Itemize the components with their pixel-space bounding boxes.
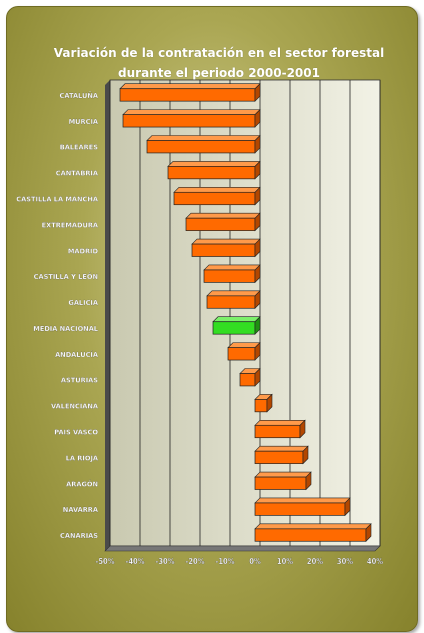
bar bbox=[167, 166, 256, 180]
category-label: EXTREMADURA bbox=[42, 221, 99, 229]
bar-end-face bbox=[344, 497, 351, 517]
x-tick-label: -40% bbox=[126, 557, 145, 566]
x-tick-label: -30% bbox=[156, 557, 175, 566]
bar bbox=[206, 295, 256, 309]
bar bbox=[212, 321, 256, 335]
bar-top-face bbox=[119, 83, 261, 90]
bar-end-face bbox=[266, 393, 273, 413]
bar bbox=[185, 217, 256, 231]
chart-title-line-1: Variación de la contratación en el secto… bbox=[53, 46, 385, 60]
bar-top-face bbox=[122, 109, 261, 115]
category-label: GALICIA bbox=[68, 299, 98, 307]
bar-end-face bbox=[302, 445, 309, 465]
bar bbox=[254, 399, 268, 413]
category-label: CANTABRIA bbox=[56, 170, 99, 178]
bar-top-face bbox=[227, 342, 261, 348]
bar-top-face bbox=[203, 264, 261, 271]
bar-end-face bbox=[254, 290, 261, 309]
category-label: CASTILLA Y LEÓN bbox=[34, 272, 98, 281]
bar-end-face bbox=[254, 264, 261, 284]
bar-end-face bbox=[254, 367, 261, 387]
bar-top-face bbox=[206, 290, 261, 297]
bar bbox=[254, 424, 301, 439]
category-label: CANARIAS bbox=[60, 532, 98, 540]
bar-top-face bbox=[191, 238, 261, 245]
plot-side-wall bbox=[105, 80, 110, 551]
bar bbox=[119, 88, 256, 102]
bar-top-face bbox=[254, 497, 351, 504]
category-label: BALEARES bbox=[60, 144, 99, 152]
category-label: PAIS VASCO bbox=[54, 429, 98, 437]
bar-end-face bbox=[254, 160, 261, 180]
bar-top-face bbox=[167, 161, 261, 167]
bar bbox=[191, 243, 256, 257]
bar-end-face bbox=[254, 341, 261, 361]
category-label: VALENCIANA bbox=[51, 403, 99, 411]
bar-top-face bbox=[146, 135, 261, 141]
bar-end-face bbox=[254, 83, 261, 102]
bar-top-face bbox=[254, 523, 372, 530]
bar-end-face bbox=[299, 419, 306, 439]
bar bbox=[254, 502, 346, 516]
x-tick-label: -20% bbox=[186, 557, 205, 566]
bar bbox=[173, 191, 256, 206]
category-label: MADRID bbox=[68, 247, 99, 255]
bar bbox=[122, 114, 256, 128]
bar-end-face bbox=[254, 212, 261, 232]
bar bbox=[254, 476, 307, 490]
bar-top-face bbox=[254, 419, 306, 426]
x-tick-label: 40% bbox=[367, 557, 383, 566]
category-label: MEDIA NACIONAL bbox=[33, 325, 99, 333]
category-label: LA RIOJA bbox=[66, 454, 99, 462]
bar-top-face bbox=[212, 316, 261, 323]
bar-end-face bbox=[254, 316, 261, 335]
category-label: CATALUÑA bbox=[60, 91, 99, 100]
bar-top-face bbox=[254, 471, 312, 478]
bar bbox=[203, 269, 256, 283]
bar bbox=[239, 373, 256, 387]
x-tick-label: -10% bbox=[216, 557, 235, 566]
bar bbox=[254, 450, 304, 464]
bar-end-face bbox=[305, 471, 312, 491]
chart-title-line-2: durante el periodo 2000-2001 bbox=[118, 66, 320, 80]
x-tick-label: 0% bbox=[249, 557, 261, 566]
bar-top-face bbox=[173, 186, 261, 193]
x-tick-label: -50% bbox=[96, 557, 115, 566]
bar bbox=[254, 528, 367, 542]
bar bbox=[227, 347, 256, 361]
category-label: ASTURIAS bbox=[61, 377, 98, 385]
category-label: ARAGÓN bbox=[66, 479, 98, 488]
category-label: CASTILLA LA MANCHA bbox=[16, 196, 99, 204]
bar-end-face bbox=[365, 523, 372, 542]
bar bbox=[146, 140, 256, 154]
bar-end-face bbox=[254, 186, 261, 206]
bar-end-face bbox=[254, 238, 261, 258]
bar-top-face bbox=[185, 212, 261, 219]
category-label: NAVARRA bbox=[63, 506, 99, 514]
x-tick-label: 30% bbox=[337, 557, 353, 566]
bar-end-face bbox=[254, 134, 261, 154]
bar-top-face bbox=[254, 445, 309, 452]
chart-title: Variación de la contratación en el secto… bbox=[27, 43, 411, 83]
category-label: MURCIA bbox=[69, 118, 99, 126]
plot-floor bbox=[104, 545, 381, 552]
x-tick-label: 20% bbox=[307, 557, 323, 566]
x-tick-label: 10% bbox=[277, 557, 293, 566]
bar-end-face bbox=[254, 108, 261, 128]
category-label: ANDALUCÍA bbox=[55, 350, 99, 359]
